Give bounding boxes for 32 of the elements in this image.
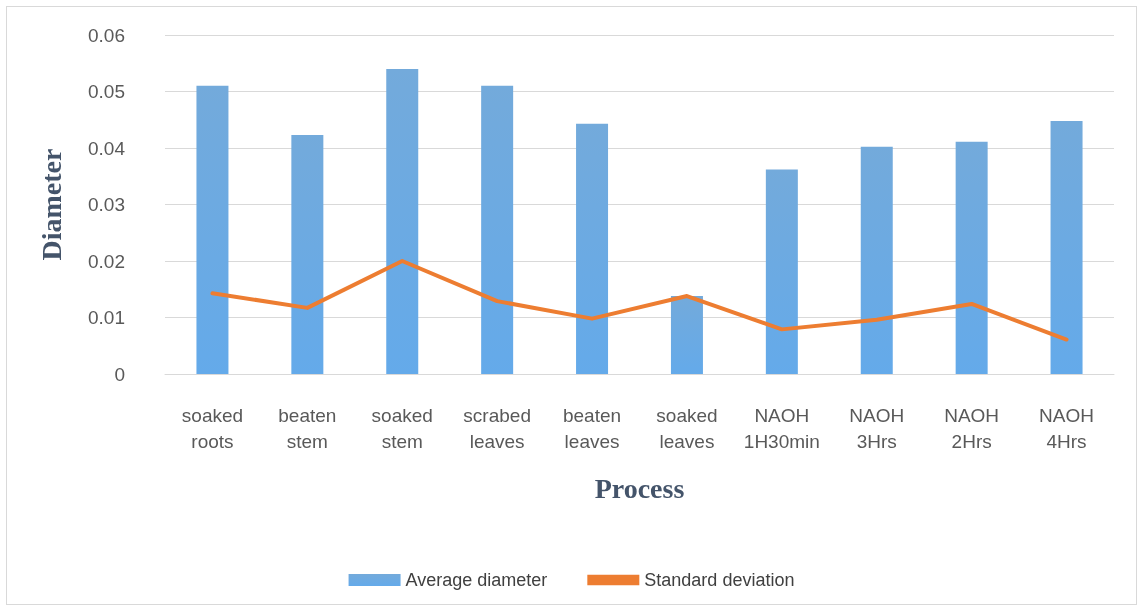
y-tick-label: 0.06 bbox=[88, 24, 125, 46]
x-tick-label: NAOH 3Hrs bbox=[849, 404, 905, 452]
x-tick-label: scrabed leaves bbox=[463, 404, 531, 452]
y-tick-label: 0.04 bbox=[88, 137, 126, 159]
bar bbox=[291, 135, 324, 374]
bar bbox=[576, 123, 609, 374]
bar bbox=[1050, 120, 1083, 374]
bar bbox=[196, 85, 229, 374]
bar bbox=[670, 296, 703, 374]
y-tick-label: 0 bbox=[114, 363, 125, 385]
x-tick-label: NAOH 1H30min bbox=[743, 404, 820, 452]
x-axis-title: Process bbox=[594, 472, 685, 504]
x-tick-label: beaten stem bbox=[278, 404, 337, 452]
y-tick-label: 0.01 bbox=[88, 307, 125, 328]
bar bbox=[765, 169, 798, 374]
x-tick-label: soaked leaves bbox=[656, 404, 718, 452]
y-tick-label: 0.03 bbox=[88, 194, 125, 215]
x-tick-label: NAOH 4Hrs bbox=[1039, 404, 1094, 452]
line-series bbox=[210, 259, 1069, 342]
x-tick-label: beaten leaves bbox=[562, 404, 622, 452]
legend-label: Standard deviation bbox=[644, 570, 795, 590]
x-tick-label: soaked roots bbox=[181, 404, 244, 452]
y-tick-label: 0.05 bbox=[88, 81, 125, 102]
bar bbox=[481, 85, 514, 374]
x-tick-label: soaked stem bbox=[371, 404, 433, 452]
bar bbox=[860, 146, 893, 374]
bar bbox=[386, 68, 419, 374]
legend-label: Average diameter bbox=[405, 570, 548, 590]
y-tick-label: 0.02 bbox=[88, 250, 125, 272]
x-tick-label: NAOH 2Hrs bbox=[944, 404, 1000, 452]
bar bbox=[955, 141, 988, 374]
y-axis-title: Diameter bbox=[35, 148, 67, 261]
